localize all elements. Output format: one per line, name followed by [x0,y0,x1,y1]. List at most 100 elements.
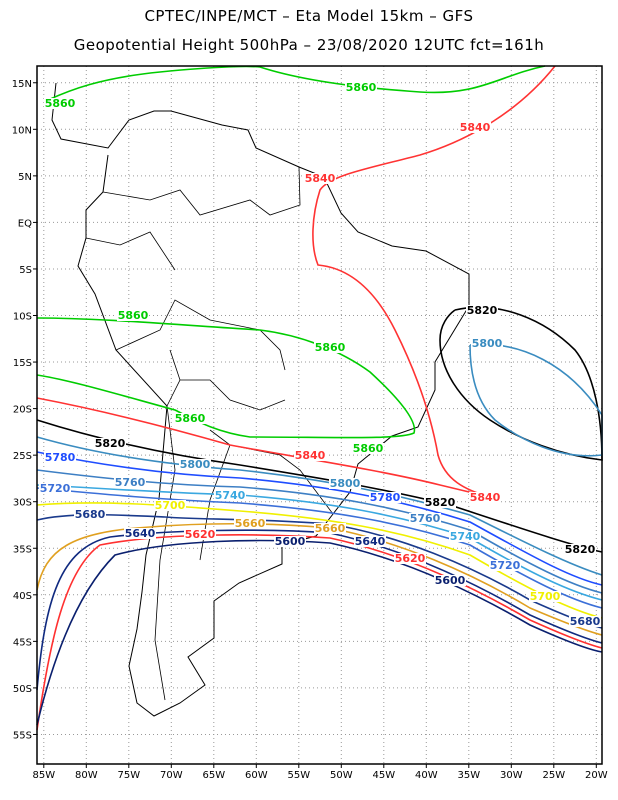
contour-label: 5800 [180,458,211,471]
lat-label: EQ [18,218,32,229]
contour-label-bg [569,616,601,627]
contour-label-bg [314,342,346,353]
contour-label: 5820 [467,304,498,317]
contour-label: 5780 [45,451,76,464]
contour-label: 5840 [470,491,501,504]
lon-label: 85W [32,770,55,781]
title-line-2: Geopotential Height 500hPa – 23/08/2020 … [73,36,545,54]
contour-label: 5600 [435,574,466,587]
contour-label: 5660 [235,517,266,530]
contour-5840 [312,65,556,498]
contour-label: 5720 [490,559,521,572]
lon-label: 70W [160,770,183,781]
map-frame [36,65,603,765]
contour-label: 5720 [40,482,71,495]
contour-label-bg [214,490,246,501]
lat-label: 55S [13,730,32,741]
contour-label-bg [394,553,426,564]
contour-label: 5700 [530,590,561,603]
contour-label: 5860 [353,442,384,455]
contour-label: 5600 [275,535,306,548]
contour-label-bg [469,492,501,503]
contour-label: 5820 [565,543,596,556]
contour-5740 [36,484,603,601]
contour-label-bg [74,509,106,520]
contour-label: 5620 [185,528,216,541]
lat-label: 50S [13,684,32,695]
contour-label-bg [124,528,156,539]
contour-label: 5660 [315,522,346,535]
contour-label-bg [274,536,306,547]
contour-label-bg [154,500,186,511]
lat-label: 15S [13,358,32,369]
lon-label: 80W [75,770,98,781]
contour-label: 5800 [330,477,361,490]
lon-label: 20W [585,770,608,781]
grid-lines [37,66,602,764]
lon-label: 35W [457,770,480,781]
lat-label: 10S [13,312,32,323]
contour-label-bg [459,122,491,133]
contour-label: 5680 [570,615,601,628]
lat-label: 5N [18,172,32,183]
contour-label-bg [94,438,126,449]
contour-label: 5840 [295,449,326,462]
lat-label: 15N [12,79,32,90]
contour-label-bg [294,450,326,461]
contour-label-bg [409,513,441,524]
lon-label: 55W [287,770,310,781]
contour-5780 [36,451,603,586]
contour-label: 5780 [370,491,401,504]
contour-label-bg [424,497,456,508]
contour-label: 5700 [155,499,186,512]
south-america-coastline [51,82,470,717]
contour-5640 [36,529,603,691]
contour-labels: 5860 5860 5860 5860 5860 5860 5840 5840 5840 5840… [39,81,601,628]
contour-label-bg [352,443,384,454]
contour-5600 [36,539,603,726]
contour-label: 5840 [305,172,336,185]
lon-label: 60W [245,770,268,781]
lat-label: 40S [13,591,32,602]
contour-label-bg [44,98,76,109]
contour-label-bg [529,591,561,602]
lat-label: 20S [13,405,32,416]
contour-label-bg [174,413,206,424]
contour-label: 5620 [395,552,426,565]
contour-label: 5800 [472,337,503,350]
contour-label-bg [179,459,211,470]
contour-label-bg [564,544,596,555]
contour-label: 5820 [95,437,126,450]
contour-label-bg [329,478,361,489]
contour-label: 5760 [115,476,146,489]
contour-label: 5860 [346,81,377,94]
contour-label-bg [39,483,71,494]
contour-5800 [469,343,603,457]
contour-label: 5860 [45,97,76,110]
lat-label: 25S [13,451,32,462]
lon-label: 25W [542,770,565,781]
contour-label-bg [304,173,336,184]
contour-label-bg [466,305,498,316]
contour-label-bg [44,452,76,463]
title-line-1: CPTEC/INPE/MCT – Eta Model 15km – GFS [144,7,474,25]
lat-label: 45S [13,637,32,648]
contour-label: 5640 [125,527,156,540]
contour-label-bg [449,531,481,542]
lon-label: 30W [500,770,523,781]
contour-label-bg [114,477,146,488]
contour-label: 5740 [450,530,481,543]
contour-5860 [47,65,546,101]
contour-label: 5760 [410,512,441,525]
country-borders [85,166,334,701]
contour-lines [36,65,603,731]
lon-label: 75W [117,770,140,781]
land-outline [51,82,470,717]
lat-label: 5S [19,265,32,276]
contour-label: 5820 [425,496,456,509]
contour-label: 5840 [460,121,491,134]
lon-label: 50W [330,770,353,781]
contour-label-bg [354,536,386,547]
lon-label: 65W [202,770,225,781]
